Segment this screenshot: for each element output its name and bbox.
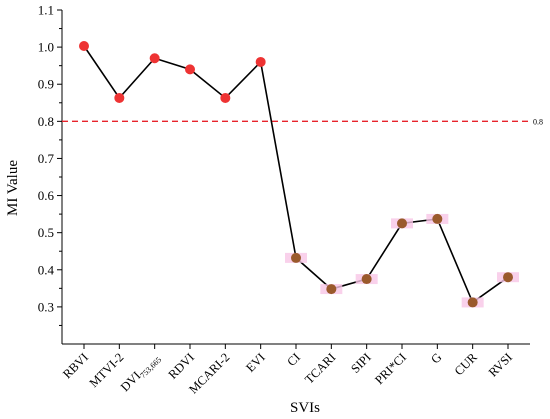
x-tick-label-main: PRI*CI [372,350,409,387]
y-tick-label: 1.1 [38,3,54,18]
y-tick-label: 0.5 [38,225,54,240]
data-point [185,64,195,75]
x-tick-label: G [428,350,444,366]
x-tick-label: PRI*CI [372,350,409,387]
data-point [467,297,478,308]
data-point [326,284,337,295]
series-group [79,40,519,308]
x-tick-label-main: CUR [452,350,481,379]
threshold-label: 0.8 [533,117,543,126]
y-axis-title: MI Value [5,160,21,216]
x-tick-label-main: TCARI [302,350,338,386]
x-tick-label: SIPI [348,350,374,376]
y-tick-label: 0.3 [38,299,54,314]
x-axis-title: SVIs [290,400,320,416]
x-tick-label-main: RBVI [60,350,91,381]
data-point [79,40,89,51]
y-tick-label: 0.4 [38,262,55,277]
x-tick-label: RDVI [166,350,198,382]
y-tick-label: 0.6 [38,188,55,203]
series-line [83,45,509,304]
data-point [361,274,372,285]
x-tick-label: CUR [452,350,481,379]
x-tick-label-main: RVSI [486,350,515,379]
x-tick-label: RBVI [60,350,91,381]
data-point [114,92,125,103]
data-point [220,92,231,103]
data-point [432,213,443,224]
x-tick-label: RVSI [486,350,515,379]
x-tick-label-main: SIPI [348,350,374,376]
y-tick-label: 0.7 [38,151,55,166]
data-point [291,252,301,263]
y-tick-label: 0.9 [38,77,54,92]
y-tick-label: 1.0 [38,40,54,55]
data-point [503,272,513,283]
x-tick-label: CI [284,350,303,369]
x-tick-label-main: RDVI [166,350,198,382]
x-tick-label-main: EVI [243,350,268,375]
x-tick-label-subscript: 753,665 [138,355,163,380]
axes: 0.3 0.4 0.5 0.6 0.7 0.8 0.9 1.0 1.1 [38,3,530,349]
x-tick-label: DVI753,665 [118,350,163,395]
x-tick-label: TCARI [302,350,338,386]
data-point [255,56,266,67]
x-tick-label-main: G [428,350,444,366]
x-tick-label: EVI [243,350,268,375]
y-tick-label: 0.8 [38,114,54,129]
threshold-group: 0.8 [62,117,543,126]
data-point [149,53,160,64]
data-point [397,218,407,229]
x-tick-label-main: CI [284,350,303,369]
